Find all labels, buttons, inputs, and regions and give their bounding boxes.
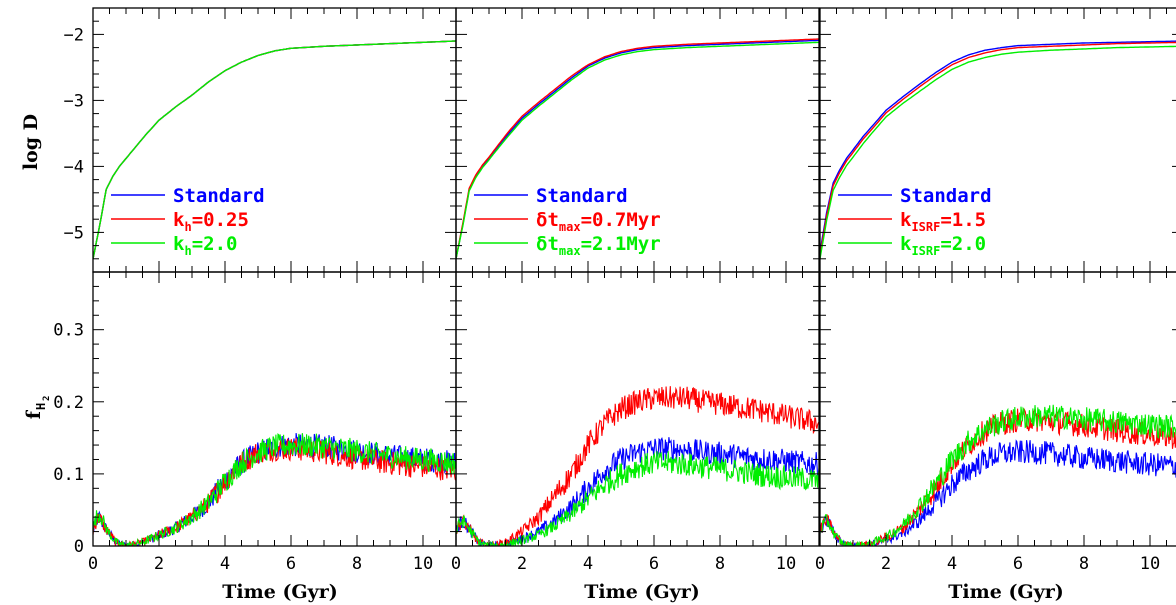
legend-label-blue: Standard (900, 185, 992, 207)
y-tick-label: −4 (64, 157, 84, 177)
x-tick-label: 6 (1013, 554, 1023, 574)
panel-bottom-1 (93, 433, 456, 546)
y-tick-label: −5 (64, 223, 84, 243)
y-tick-label: 0.1 (53, 465, 84, 485)
panel-top-1 (93, 40, 456, 259)
series-line-green (93, 433, 456, 546)
series-line-red (93, 40, 456, 259)
series-line-blue (93, 40, 456, 259)
series-line-green (456, 41, 819, 259)
x-tick-label: 4 (947, 554, 957, 574)
legend-label-green: δtmax=2.1Myr (536, 233, 661, 258)
y-tick-label: 0.2 (53, 393, 84, 413)
tick-labels: −2 −3 −4 −5 0 0.1 0.2 0.3 0 2 4 6 8 10 0 2 4 6 8 10 0 2 4 6 8 10 (53, 25, 1160, 574)
legend-label-green: kISRF=2.0 (900, 233, 986, 258)
x-tick-label: 4 (583, 554, 593, 574)
series-line-blue (456, 437, 819, 546)
y-axis-title-sub: H (34, 403, 48, 410)
y-tick-label: −2 (64, 25, 84, 45)
series-line-blue (820, 40, 1176, 253)
x-tick-label: 0 (451, 554, 461, 574)
x-tick-label: 10 (776, 554, 796, 574)
x-axis-title-col3: Time (Gyr) (948, 581, 1063, 603)
x-tick-label: 4 (220, 554, 230, 574)
plot-area (93, 38, 1176, 546)
panel-frame (455, 271, 820, 547)
panel-frame (92, 7, 457, 273)
y-tick-label: −3 (64, 91, 84, 111)
x-tick-label: 8 (1079, 554, 1089, 574)
legend-label-red: δtmax=0.7Myr (536, 209, 661, 234)
series-line-red (456, 38, 819, 259)
series-line-red (456, 386, 819, 546)
panel-bottom-3 (820, 404, 1176, 546)
x-tick-label: 10 (413, 554, 433, 574)
y-axis-title-subsub: 2 (42, 396, 52, 401)
panel-bottom-2 (456, 386, 819, 546)
legend-label-blue: Standard (536, 185, 628, 207)
x-tick-label: 2 (517, 554, 527, 574)
x-tick-label: 8 (352, 554, 362, 574)
series-line-green (93, 40, 456, 259)
legends: Standardkh=0.25kh=2.0Standardδtmax=0.7My… (111, 185, 992, 258)
series-line-green (456, 451, 819, 546)
x-axis-title-col2: Time (Gyr) (584, 581, 699, 603)
x-tick-label: 10 (1140, 554, 1160, 574)
tick-marks (92, 7, 1176, 547)
x-tick-label: 2 (154, 554, 164, 574)
x-tick-label: 6 (649, 554, 659, 574)
series-line-red (820, 41, 1176, 256)
x-tick-label: 6 (286, 554, 296, 574)
x-tick-label: 8 (715, 554, 725, 574)
series-line-blue (820, 439, 1176, 546)
legend-label-red: kh=0.25 (173, 209, 249, 234)
panel-frame (92, 271, 457, 547)
y-axis-title-top: log D (20, 114, 42, 170)
x-tick-label: 0 (815, 554, 825, 574)
series-line-green (820, 404, 1176, 546)
y-tick-label: 0 (74, 537, 84, 557)
panel-top-3 (820, 40, 1176, 259)
y-tick-label: 0.3 (53, 321, 84, 341)
y-axis-title-main: f (23, 409, 45, 419)
panel-frame (819, 271, 1176, 547)
x-tick-label: 2 (881, 554, 891, 574)
panel-top-2 (456, 38, 819, 259)
legend-label-red: kISRF=1.5 (900, 209, 986, 234)
series-line-blue (456, 39, 819, 259)
legend-label-blue: Standard (173, 185, 265, 207)
legend-label-green: kh=2.0 (173, 233, 237, 258)
x-axis-title-col1: Time (Gyr) (222, 581, 337, 603)
x-tick-label: 0 (88, 554, 98, 574)
y-axis-title-bottom: f H 2 (23, 396, 52, 420)
series-line-green (820, 45, 1176, 259)
